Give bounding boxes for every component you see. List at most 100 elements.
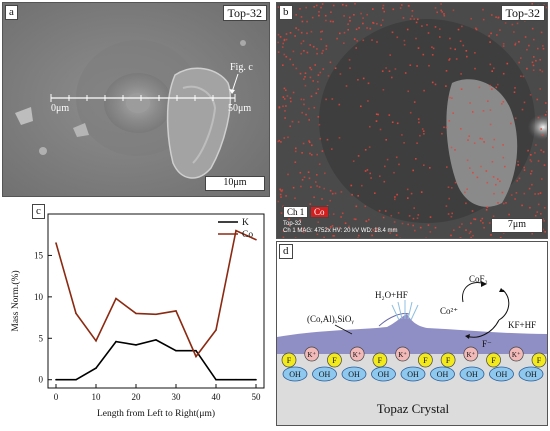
k-ion-label: K⁺	[398, 351, 407, 359]
co-dot	[513, 31, 515, 33]
co-dot	[363, 40, 365, 42]
sem-info-text: Top-32 Ch 1 MAG: 4752x HV: 20 kV WD: 18.…	[283, 221, 397, 235]
co-dot	[449, 120, 451, 122]
co-dot	[290, 97, 292, 99]
co-dot	[389, 54, 391, 56]
co-dot	[385, 67, 387, 69]
co-dot	[501, 103, 503, 105]
co-dot	[407, 224, 409, 226]
co-dot	[330, 11, 332, 13]
co-dot	[423, 130, 425, 132]
oh-label: OH	[407, 370, 419, 379]
co-dot	[542, 45, 544, 47]
f-ion-label: F	[537, 356, 542, 365]
co-dot	[446, 70, 448, 72]
co-dot	[318, 15, 320, 17]
co-dot	[285, 195, 287, 197]
co-dot	[367, 169, 369, 171]
co-dot	[300, 53, 302, 55]
co-dot	[289, 59, 291, 61]
co-dot	[421, 25, 423, 27]
co-dot	[278, 34, 280, 36]
co-dot	[503, 43, 505, 45]
co-dot	[326, 45, 328, 47]
co-dot	[394, 196, 396, 198]
co-dot	[306, 33, 308, 35]
scale-bar-b: 7μm	[491, 218, 543, 233]
co-dot	[295, 161, 297, 163]
co-dot	[382, 70, 384, 72]
co-dot	[503, 45, 505, 47]
co-dot	[476, 29, 478, 31]
co-dot	[483, 110, 485, 112]
co-dot	[284, 54, 286, 56]
co-dot	[401, 134, 403, 136]
co-dot	[395, 68, 397, 70]
co-dot	[535, 60, 537, 62]
co-dot	[360, 13, 362, 15]
co-dot	[300, 186, 302, 188]
co-dot	[444, 15, 446, 17]
co-dot	[530, 173, 532, 175]
co-dot	[524, 193, 526, 195]
co-dot	[354, 38, 356, 40]
co-dot	[363, 78, 365, 80]
co-dot	[298, 121, 300, 123]
co-dot	[531, 233, 533, 235]
co-dot	[301, 32, 303, 34]
co-dot	[487, 206, 489, 208]
co-dot	[410, 112, 412, 114]
co-dot	[451, 97, 453, 99]
y-tick-label: 0	[39, 375, 44, 385]
co-dot	[302, 21, 304, 23]
co-dot	[373, 22, 375, 24]
co-dot	[332, 193, 334, 195]
co-dot	[480, 138, 482, 140]
co-dot	[300, 172, 302, 174]
co-dot	[538, 160, 540, 162]
co-dot	[546, 7, 548, 9]
co-dot	[367, 100, 369, 102]
co-dot	[464, 192, 466, 194]
data-point-co	[175, 310, 177, 312]
co-dot	[366, 27, 368, 29]
co-dot	[503, 203, 505, 205]
data-point-k	[255, 379, 257, 381]
co-dot	[313, 46, 315, 48]
co-dot	[286, 33, 288, 35]
co-dot	[512, 24, 514, 26]
co-dot	[356, 40, 358, 42]
co-dot	[451, 216, 453, 218]
co-dot	[285, 89, 287, 91]
data-point-co	[115, 298, 117, 300]
co-dot	[287, 137, 289, 139]
co-dot	[301, 99, 303, 101]
panel-b-label: b	[279, 5, 293, 20]
co-dot	[470, 231, 472, 233]
co-dot	[500, 237, 502, 239]
co-dot	[321, 198, 323, 200]
oh-label: OH	[466, 370, 478, 379]
co-dot	[489, 85, 491, 87]
data-point-k	[135, 344, 137, 346]
co-dot	[499, 29, 501, 31]
co-dot	[458, 29, 460, 31]
co-dot	[523, 167, 525, 169]
co-dot	[400, 7, 402, 9]
data-point-co	[235, 230, 237, 232]
co-dot	[534, 193, 536, 195]
co-dot	[351, 185, 353, 187]
co-dot	[504, 166, 506, 168]
co-dot	[307, 52, 309, 54]
co-dot	[389, 114, 391, 116]
co-dot	[488, 35, 490, 37]
co-dot	[539, 69, 541, 71]
co-dot	[327, 139, 329, 141]
co-dot	[474, 68, 476, 70]
co-dot	[343, 42, 345, 44]
co-dot	[393, 172, 395, 174]
co-dot	[493, 215, 495, 217]
x-tick-label: 10	[92, 392, 102, 402]
oh-label: OH	[348, 370, 360, 379]
co-dot	[357, 79, 359, 81]
